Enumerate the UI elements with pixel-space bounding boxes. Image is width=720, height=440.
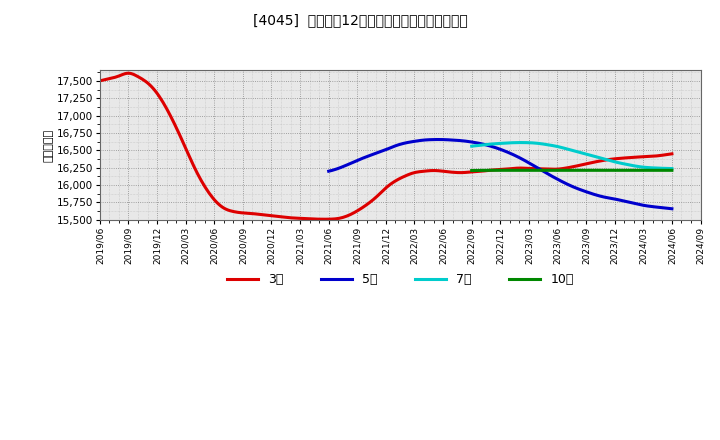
- Text: [4045]  経常利益12か月移動合計の平均値の推移: [4045] 経常利益12か月移動合計の平均値の推移: [253, 13, 467, 27]
- Legend: 3年, 5年, 7年, 10年: 3年, 5年, 7年, 10年: [222, 268, 579, 291]
- Y-axis label: （百万円）: （百万円）: [44, 128, 54, 161]
